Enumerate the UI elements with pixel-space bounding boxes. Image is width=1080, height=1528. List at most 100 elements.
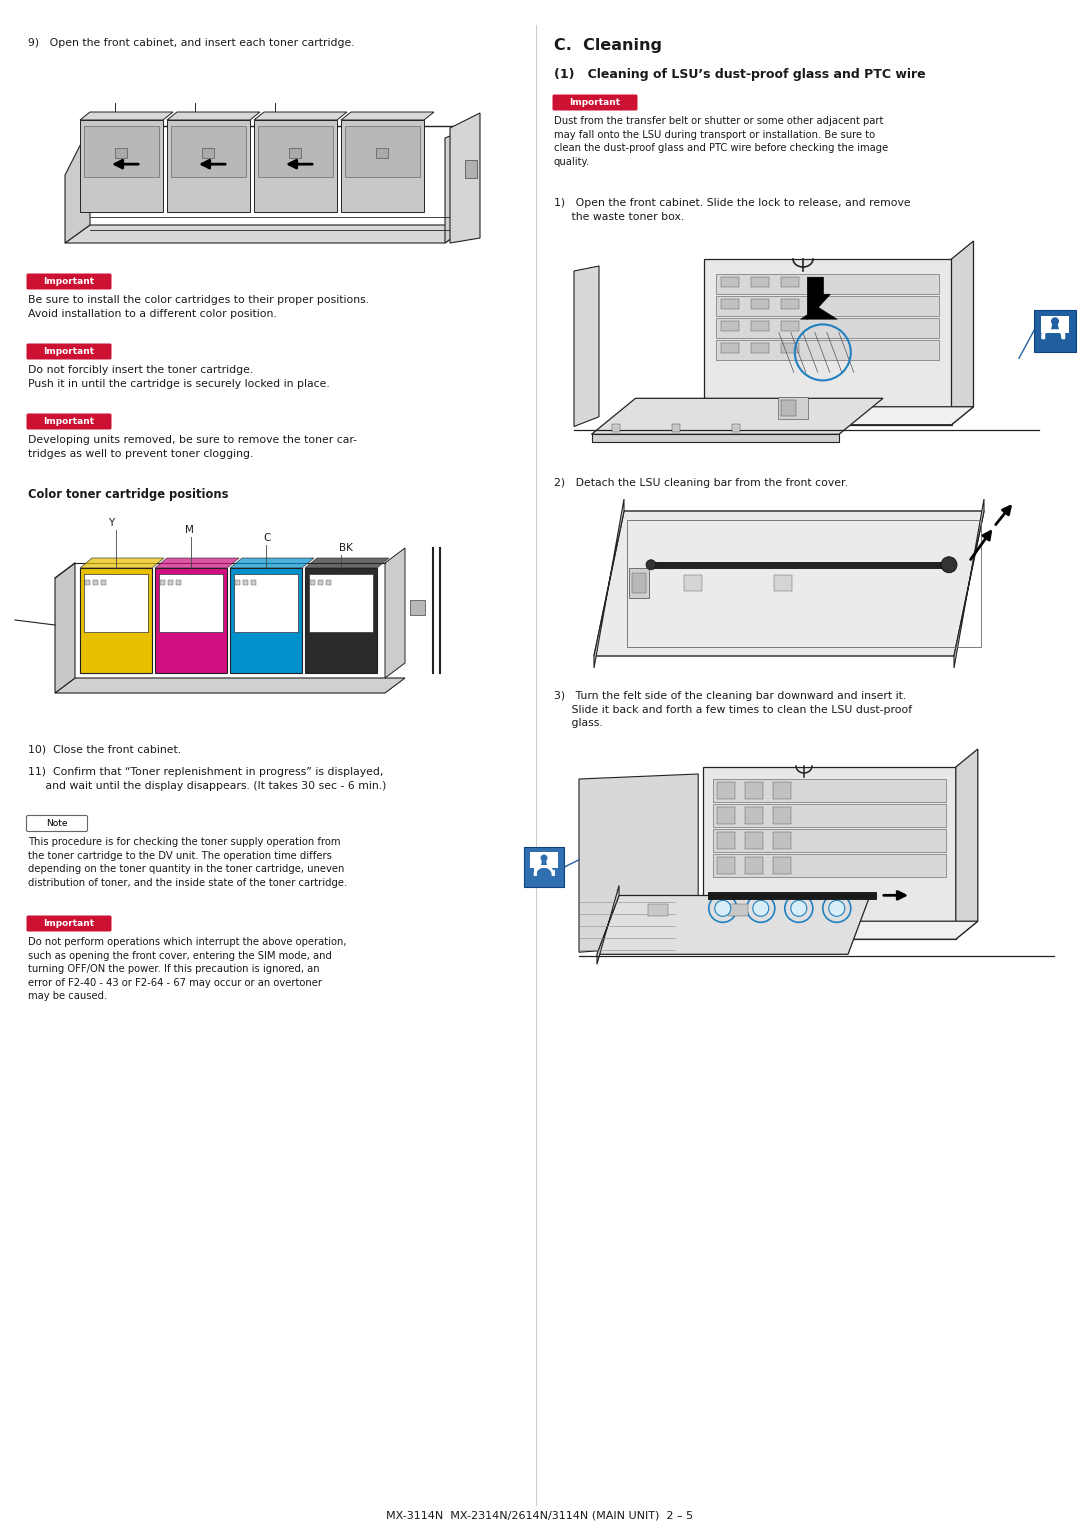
Polygon shape [341,112,434,121]
FancyBboxPatch shape [27,915,111,932]
Polygon shape [445,128,470,243]
Bar [717,807,734,824]
Polygon shape [573,266,599,426]
Bar [167,121,249,212]
Circle shape [941,556,957,573]
Polygon shape [800,307,837,319]
Text: Do not perform operations which interrupt the above operation,
such as opening t: Do not perform operations which interrup… [28,937,347,1001]
Polygon shape [65,225,470,243]
Text: Important: Important [43,347,95,356]
Bar [159,575,222,631]
Polygon shape [80,558,164,568]
Polygon shape [713,854,946,877]
Polygon shape [654,562,944,568]
Bar [773,833,791,850]
Text: 1)   Open the front cabinet. Slide the lock to release, and remove
     the wast: 1) Open the front cabinet. Slide the loc… [554,199,910,222]
Polygon shape [713,779,946,802]
Text: Y: Y [108,518,114,529]
Bar [168,581,173,585]
Bar [80,121,163,212]
Polygon shape [597,895,870,955]
Polygon shape [704,406,973,425]
Text: Color toner cartridge positions: Color toner cartridge positions [28,487,229,501]
Bar [745,857,762,874]
Bar [80,568,152,672]
Bar [530,853,558,868]
Polygon shape [167,112,260,121]
Polygon shape [597,886,619,964]
Bar [230,568,302,672]
Polygon shape [716,296,939,316]
Bar [781,321,799,332]
Polygon shape [384,549,405,678]
Text: Be sure to install the color cartridges to their proper positions.
Avoid install: Be sure to install the color cartridges … [28,295,369,319]
Bar [345,125,420,177]
Bar [773,807,791,824]
Bar [524,847,564,888]
Bar [629,568,649,597]
Bar [289,148,301,157]
Text: Dust from the transfer belt or shutter or some other adjacent part
may fall onto: Dust from the transfer belt or shutter o… [554,116,888,167]
Polygon shape [707,892,876,900]
Polygon shape [731,425,740,432]
Polygon shape [80,112,173,121]
Bar [1041,315,1069,333]
Polygon shape [1051,321,1059,329]
Polygon shape [592,399,883,434]
Polygon shape [704,260,951,425]
Text: 2)   Detach the LSU cleaning bar from the front cover.: 2) Detach the LSU cleaning bar from the … [554,478,848,487]
Bar [721,277,739,287]
Polygon shape [781,400,796,416]
FancyBboxPatch shape [27,344,111,359]
Polygon shape [774,575,792,591]
Bar [721,299,739,309]
Bar [632,573,646,593]
Polygon shape [808,277,831,319]
Polygon shape [592,434,839,442]
Text: M: M [185,526,194,535]
Polygon shape [951,241,973,425]
Circle shape [540,854,548,862]
Polygon shape [703,767,956,940]
Bar [745,807,762,824]
Polygon shape [55,562,75,694]
Polygon shape [594,500,624,668]
Bar [258,125,333,177]
Bar [114,148,127,157]
Bar [102,581,106,585]
Text: Important: Important [43,417,95,426]
Bar [84,125,159,177]
Bar [717,857,734,874]
Circle shape [828,900,845,917]
Bar [745,833,762,850]
Bar [627,520,981,646]
Bar [171,125,246,177]
Bar [721,342,739,353]
Text: Developing units removed, be sure to remove the toner car-
tridges as well to pr: Developing units removed, be sure to rem… [28,435,357,458]
Bar [341,121,424,212]
Polygon shape [779,397,808,419]
Text: 11)  Confirm that “Toner replenishment in progress” is displayed,
     and wait : 11) Confirm that “Toner replenishment in… [28,767,387,790]
Text: 9)   Open the front cabinet, and insert each toner cartridge.: 9) Open the front cabinet, and insert ea… [28,38,354,47]
Polygon shape [450,113,480,243]
Bar [751,299,769,309]
FancyBboxPatch shape [27,816,87,831]
Bar [310,581,315,585]
Polygon shape [703,921,977,940]
FancyBboxPatch shape [27,274,111,289]
Polygon shape [954,500,984,668]
Bar [156,568,227,672]
Circle shape [715,900,731,917]
Bar [717,782,734,799]
Polygon shape [579,775,698,952]
Polygon shape [716,274,939,293]
Bar [1034,310,1076,351]
Bar [176,581,181,585]
Bar [234,575,298,631]
Bar [751,277,769,287]
Bar [202,148,214,157]
Bar [243,581,248,585]
Text: C: C [264,533,271,542]
Bar [773,782,791,799]
Polygon shape [594,510,984,656]
